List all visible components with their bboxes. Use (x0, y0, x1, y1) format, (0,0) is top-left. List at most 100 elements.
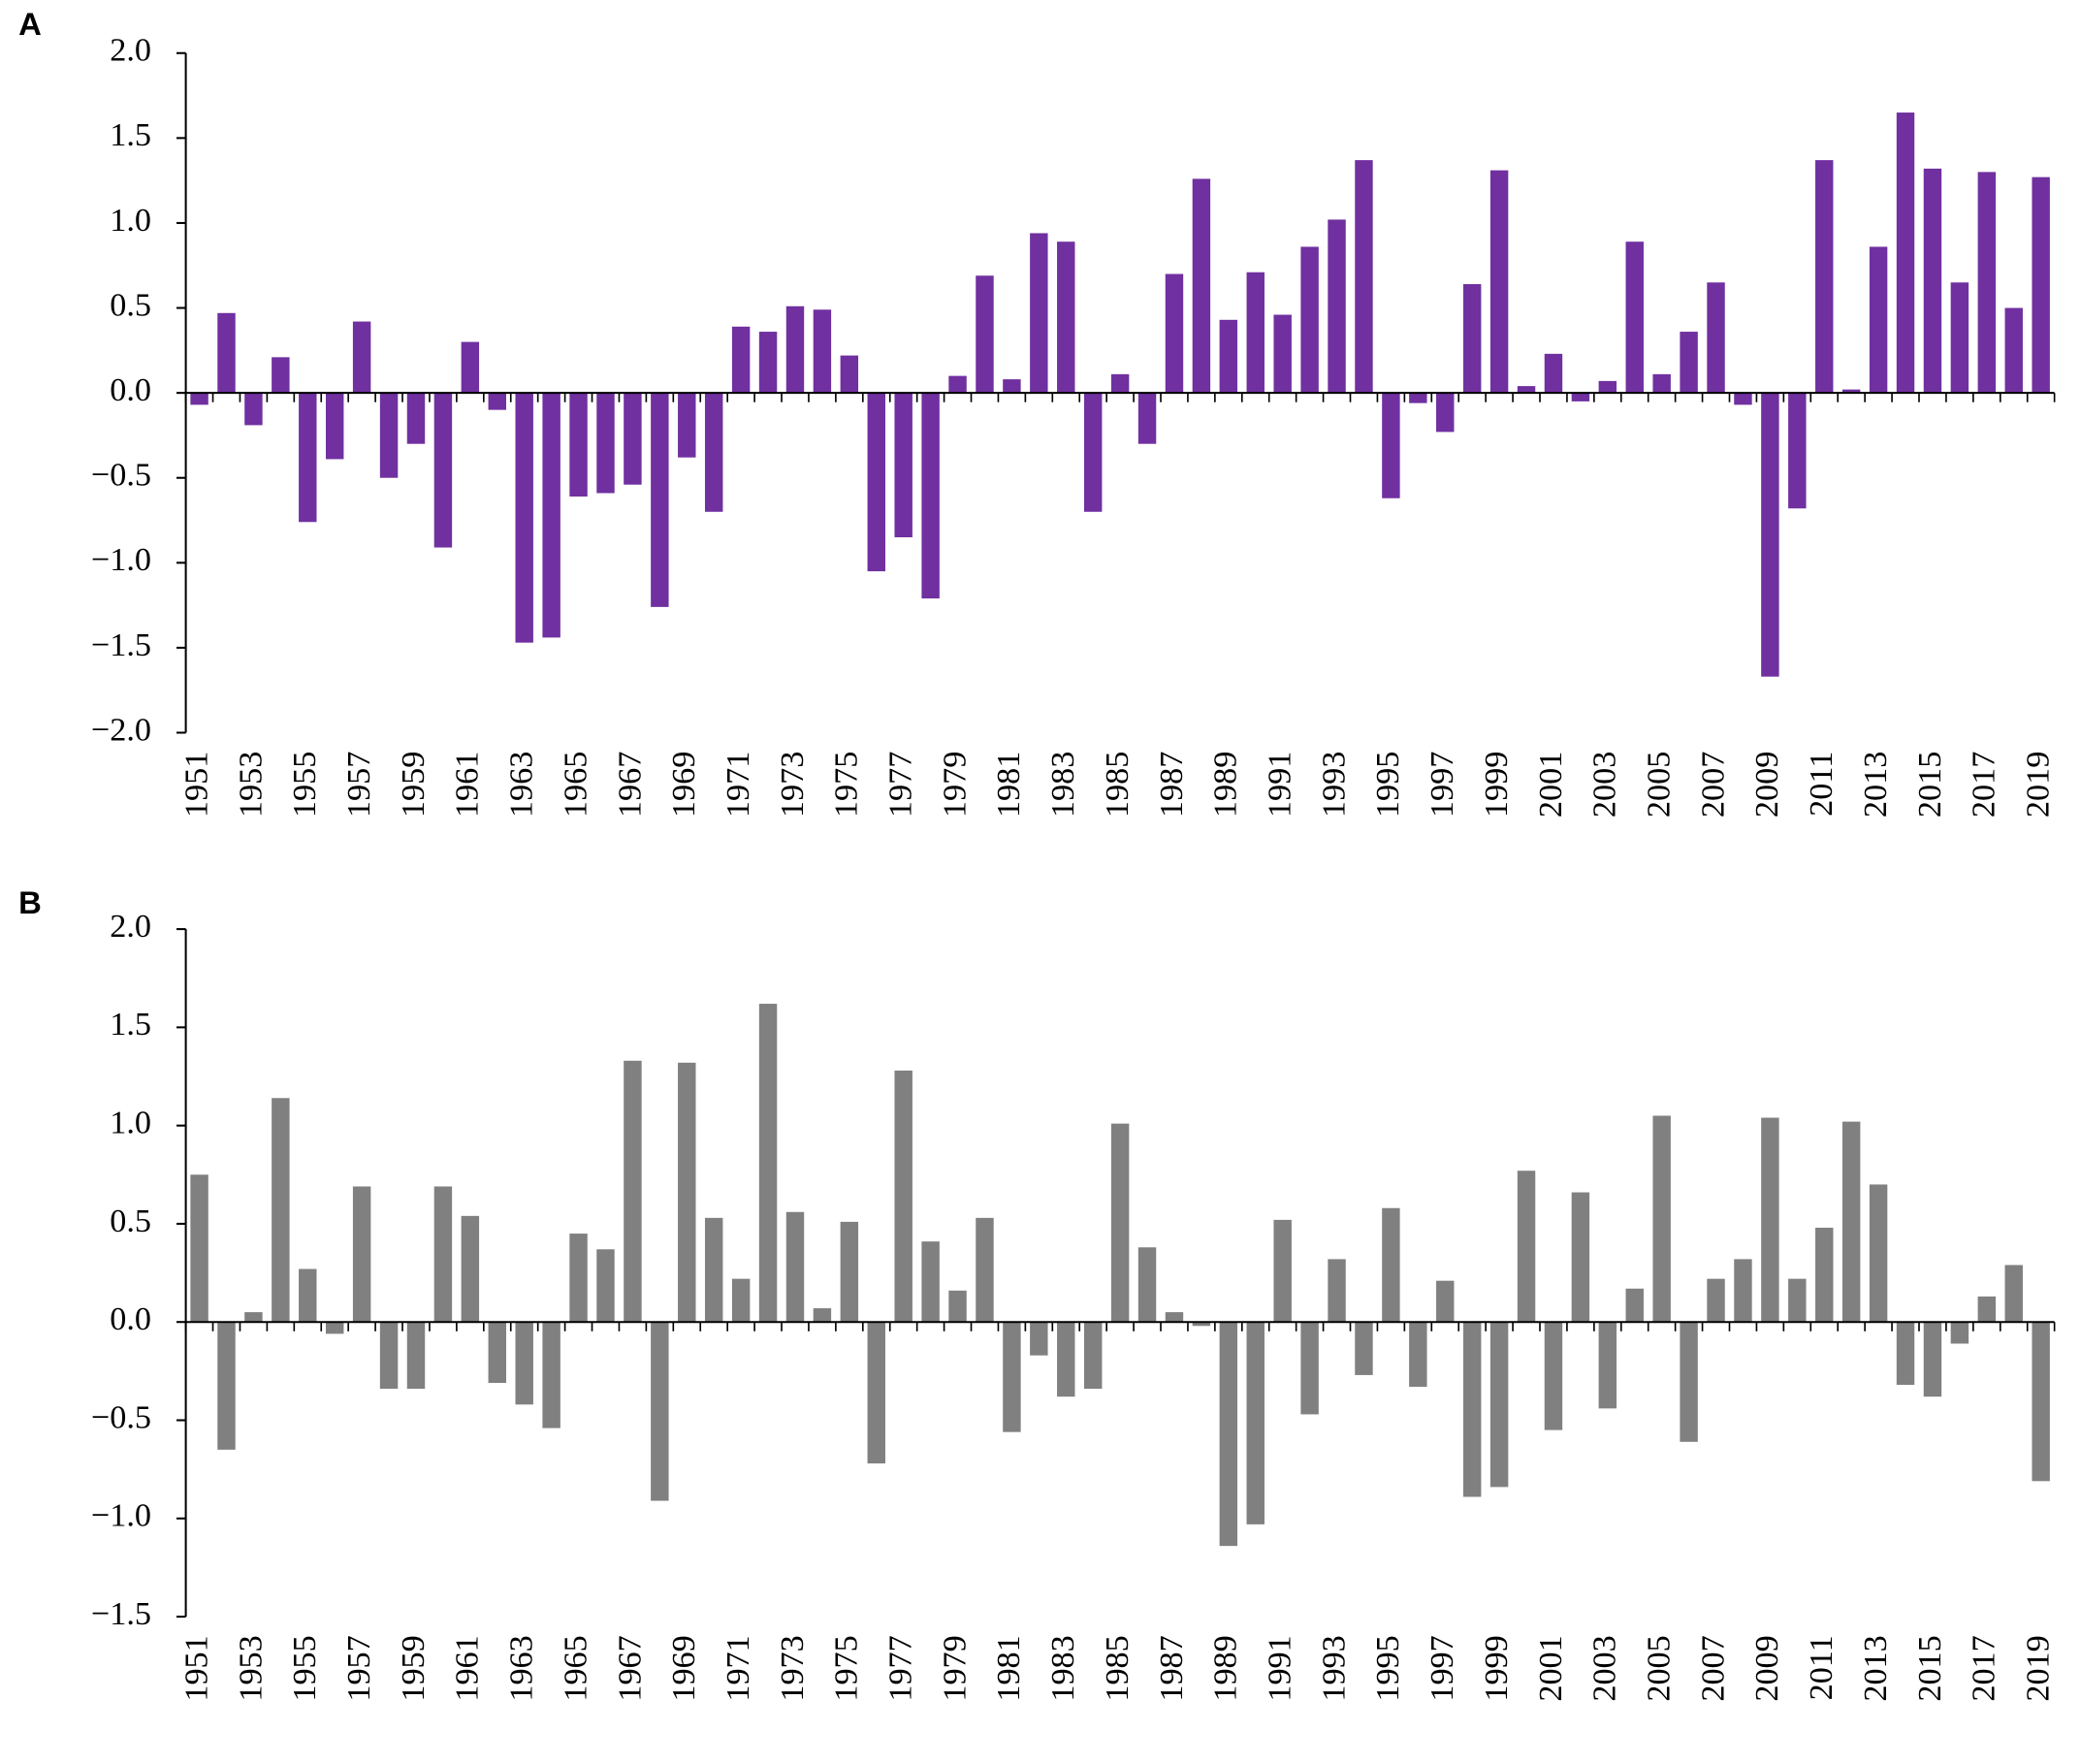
bar (461, 341, 480, 394)
x-tick-label: 2011 (1804, 752, 1840, 817)
panel-label: A (18, 6, 42, 42)
x-tick-label: 1995 (1370, 752, 1406, 818)
x-tick-label: 1965 (558, 752, 593, 818)
bar (894, 1070, 912, 1323)
x-tick-label: 1963 (504, 752, 540, 818)
bar (272, 357, 290, 394)
bar (1734, 393, 1752, 405)
bar (1003, 379, 1021, 394)
bar (217, 312, 236, 394)
bar (624, 1060, 642, 1323)
x-tick-label: 2015 (1912, 1635, 1948, 1701)
x-tick-label: 2007 (1695, 752, 1731, 818)
bar (758, 332, 778, 394)
x-tick-label: 2009 (1749, 1635, 1785, 1701)
x-tick-label: 1985 (1100, 752, 1136, 818)
bar (433, 1186, 453, 1323)
bar (948, 1290, 967, 1323)
x-tick-label: 1955 (287, 1635, 323, 1701)
bar (867, 1322, 885, 1464)
y-tick-label: −1.0 (91, 542, 151, 578)
bar (785, 305, 805, 394)
bar (1815, 160, 1834, 394)
x-tick-label: 1967 (612, 1635, 648, 1701)
x-tick-label: 2017 (1967, 1635, 2002, 1701)
bar (488, 393, 506, 410)
bar (596, 393, 615, 494)
y-tick-label: 1.5 (110, 1007, 151, 1042)
bar (569, 1234, 588, 1323)
x-tick-label: 1973 (775, 752, 811, 818)
bar (379, 393, 399, 478)
bar (190, 1174, 208, 1323)
x-tick-label: 1993 (1316, 1635, 1352, 1701)
bar (1057, 241, 1075, 394)
bar (1489, 1322, 1509, 1488)
bar (1110, 1123, 1130, 1323)
bar (624, 393, 642, 485)
x-tick-label: 1981 (991, 1635, 1027, 1701)
bar (2032, 176, 2050, 394)
bar (325, 393, 344, 460)
bar (1707, 1278, 1725, 1323)
bar (1382, 393, 1400, 498)
bar (1841, 1121, 1861, 1323)
bar (1030, 1322, 1048, 1356)
x-tick-label: 1969 (666, 752, 702, 818)
x-tick-label: 1957 (341, 1635, 377, 1701)
y-tick-label: 0.5 (110, 1203, 151, 1239)
x-tick-label: 2003 (1587, 1635, 1623, 1701)
bar (1110, 373, 1130, 394)
x-tick-label: 1951 (178, 1635, 214, 1701)
bar (1436, 1280, 1455, 1323)
bar (1761, 393, 1779, 677)
bar (1409, 393, 1427, 403)
x-tick-label: 1997 (1425, 752, 1460, 818)
bar (1137, 1247, 1157, 1323)
x-tick-label: 1973 (775, 1635, 811, 1701)
bar (1923, 168, 1942, 394)
x-tick-label: 1953 (233, 1635, 269, 1701)
x-tick-label: 1999 (1479, 1635, 1515, 1701)
bar (813, 309, 832, 394)
bar (813, 1308, 832, 1323)
y-tick-label: −0.5 (91, 1399, 151, 1435)
x-tick-label: 2013 (1858, 752, 1894, 818)
bar (569, 393, 588, 497)
bar (299, 1268, 317, 1323)
x-tick-label: 1977 (883, 752, 919, 818)
bar (921, 393, 940, 599)
x-tick-label: 1961 (450, 752, 486, 818)
x-tick-label: 2019 (2021, 752, 2057, 818)
x-tick-label: 1965 (558, 1635, 593, 1701)
bar (1680, 332, 1698, 394)
y-tick-label: −1.5 (91, 1596, 151, 1632)
bar (1436, 393, 1455, 433)
bar (1896, 1322, 1915, 1386)
bar (948, 375, 967, 394)
x-tick-label: 1979 (937, 752, 973, 818)
bar (515, 1322, 533, 1405)
bar (1625, 1288, 1644, 1323)
y-tick-label: 1.0 (110, 1105, 151, 1140)
x-tick-label: 1991 (1263, 752, 1298, 818)
x-tick-label: 2017 (1967, 752, 2002, 818)
bar (1598, 380, 1617, 394)
bar (1462, 1322, 1482, 1497)
x-tick-label: 2011 (1804, 1635, 1840, 1700)
x-tick-label: 1959 (396, 752, 432, 818)
bar (976, 275, 994, 394)
y-tick-label: −0.5 (91, 458, 151, 494)
bar (1137, 393, 1157, 444)
bar (1328, 219, 1346, 394)
bar (542, 393, 560, 638)
bar (1003, 1322, 1021, 1432)
y-tick-label: 0.0 (110, 1301, 151, 1337)
x-tick-label: 2009 (1749, 752, 1785, 818)
bar (352, 1186, 371, 1323)
x-tick-label: 1977 (883, 1635, 919, 1701)
x-tick-label: 2013 (1858, 1635, 1894, 1701)
y-tick-label: 2.0 (110, 33, 151, 69)
bar (1571, 1192, 1590, 1323)
x-tick-label: 1959 (396, 1635, 432, 1701)
